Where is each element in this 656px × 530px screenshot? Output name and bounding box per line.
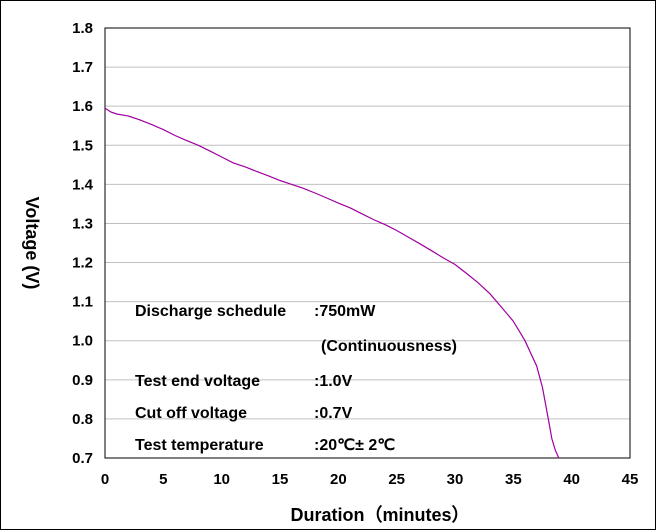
x-tick-label: 45 — [622, 471, 639, 488]
y-tick-label: 0.9 — [72, 372, 93, 389]
y-tick-label: 1.8 — [72, 20, 93, 37]
y-tick-label: 1.3 — [72, 215, 93, 232]
y-tick-label: 1.7 — [72, 59, 93, 76]
y-tick-label: 1.4 — [72, 176, 94, 193]
discharge-curve — [104, 107, 560, 459]
x-tick-label: 35 — [505, 471, 522, 488]
y-tick-label: 1.2 — [72, 255, 93, 272]
x-tick-label: 0 — [101, 471, 109, 488]
y-axis-title: Voltage (V) — [22, 197, 42, 290]
schedule-mode: (Continuousness) — [321, 338, 457, 355]
schedule-value: :750mW — [314, 303, 376, 320]
cutoff-label: Cut off voltage — [135, 405, 247, 422]
temperature-label: Test temperature — [135, 437, 264, 454]
y-tick-label: 1.0 — [72, 333, 93, 350]
x-tick-label: 20 — [330, 471, 347, 488]
x-tick-label: 30 — [447, 471, 464, 488]
x-tick-label: 10 — [213, 471, 230, 488]
y-tick-label: 1.5 — [72, 137, 93, 154]
cutoff-value: :0.7V — [314, 405, 353, 422]
end-voltage-value: :1.0V — [314, 373, 353, 390]
test-conditions: Discharge schedule :750mW (Continuousnes… — [135, 303, 457, 454]
x-tick-label: 25 — [388, 471, 405, 488]
x-tick-label: 40 — [563, 471, 580, 488]
end-voltage-label: Test end voltage — [135, 373, 260, 390]
grid-lines — [105, 66, 630, 420]
x-axis-ticks: 0 5 10 15 20 25 30 35 40 45 — [101, 471, 639, 488]
x-tick-label: 5 — [159, 471, 167, 488]
plot-area-border — [104, 27, 631, 459]
temperature-value: :20℃± 2℃ — [314, 437, 395, 454]
x-tick-label: 15 — [272, 471, 289, 488]
y-tick-label: 0.8 — [72, 411, 93, 428]
y-tick-label: 0.7 — [72, 450, 93, 467]
schedule-label: Discharge schedule — [135, 303, 286, 320]
y-axis-ticks: 0.7 0.8 0.9 1.0 1.1 1.2 1.3 1.4 1.5 1.6 1.7 1.8 — [72, 20, 94, 467]
y-tick-label: 1.6 — [72, 98, 93, 115]
y-tick-label: 1.1 — [72, 294, 93, 311]
x-axis-title: Duration（minutes） — [290, 505, 469, 525]
